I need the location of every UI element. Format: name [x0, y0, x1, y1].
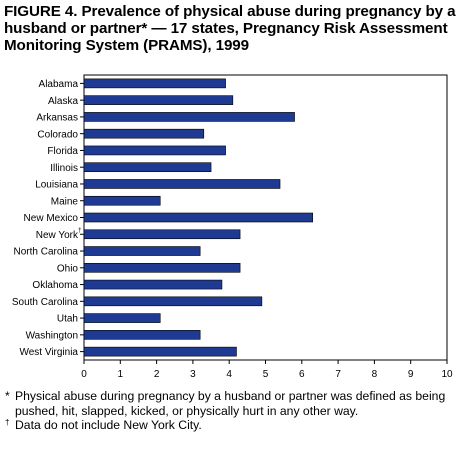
- y-tick-label: Arkansas: [36, 113, 78, 124]
- x-tick-label: 4: [226, 369, 232, 380]
- y-tick-label: Florida: [47, 146, 78, 157]
- footnote-text: Physical abuse during pregnancy by a hus…: [15, 389, 446, 418]
- bar-west-virginia: [83, 346, 237, 357]
- footnote-text: Data do not include New York City.: [15, 418, 202, 432]
- y-tick-label: Illinois: [50, 163, 78, 174]
- bar-colorado: [83, 128, 205, 139]
- x-tick-label: 2: [154, 369, 160, 380]
- bar-arkansas: [83, 112, 295, 122]
- bar-chart: Alabama Alaska Arkansas Colorado Florida Illi…: [12, 74, 453, 380]
- y-tick-footnote-mark: †: [78, 227, 82, 234]
- y-tick-label: West Virginia: [19, 347, 78, 358]
- bar-alaska: [83, 95, 234, 105]
- bar-south-carolina: [83, 296, 263, 307]
- x-tick-label: 9: [408, 369, 414, 380]
- bar-alabama: [83, 78, 226, 89]
- y-tick-label: Louisiana: [35, 180, 78, 191]
- footnote-new-york: † Data do not include New York City.: [5, 418, 457, 433]
- y-tick-label: Colorado: [37, 129, 78, 140]
- x-tick-label: 6: [299, 369, 305, 380]
- bar-north-carolina: [83, 246, 201, 256]
- bar-illinois: [83, 162, 212, 173]
- x-tick-label: 5: [263, 369, 269, 380]
- bar-oklahoma: [83, 279, 223, 290]
- bar-new-york: [83, 229, 241, 240]
- footnotes: * Physical abuse during pregnancy by a h…: [5, 389, 457, 433]
- bar-louisiana: [83, 179, 281, 189]
- x-axis-ticks: 0 1 2 3 4 5 6 7 8 9 10: [81, 360, 453, 380]
- x-tick-label: 3: [190, 369, 196, 380]
- y-tick-label: Washington: [26, 330, 78, 341]
- y-tick-label: North Carolina: [14, 247, 79, 258]
- bars-layer: [83, 78, 313, 357]
- x-tick-label: 10: [441, 369, 453, 380]
- bar-utah: [83, 313, 161, 323]
- bar-washington: [83, 330, 201, 340]
- y-tick-label: Oklahoma: [32, 280, 78, 291]
- y-tick-label: New Mexico: [24, 213, 79, 224]
- footnote-abuse-definition: * Physical abuse during pregnancy by a h…: [5, 389, 457, 418]
- bar-new-mexico: [83, 212, 313, 223]
- x-tick-label: 1: [118, 369, 124, 380]
- y-tick-label: Maine: [51, 196, 79, 207]
- footnote-marker: *: [5, 389, 10, 403]
- y-tick-label: South Carolina: [12, 297, 79, 308]
- y-tick-label: New York: [36, 230, 79, 241]
- bar-ohio: [83, 262, 241, 273]
- bar-florida: [83, 145, 226, 156]
- y-tick-label: Ohio: [57, 263, 79, 274]
- y-tick-label: Utah: [57, 314, 78, 325]
- x-tick-label: 8: [372, 369, 378, 380]
- figure-title: FIGURE 4. Prevalence of physical abuse d…: [4, 3, 456, 54]
- x-tick-label: 7: [335, 369, 341, 380]
- x-tick-label: 0: [81, 369, 87, 380]
- y-tick-label: Alabama: [39, 79, 79, 90]
- y-axis-labels: Alabama Alaska Arkansas Colorado Florida Illi…: [12, 79, 84, 358]
- footnote-marker: †: [5, 418, 10, 427]
- y-tick-label: Alaska: [48, 96, 78, 107]
- bar-maine: [83, 195, 161, 206]
